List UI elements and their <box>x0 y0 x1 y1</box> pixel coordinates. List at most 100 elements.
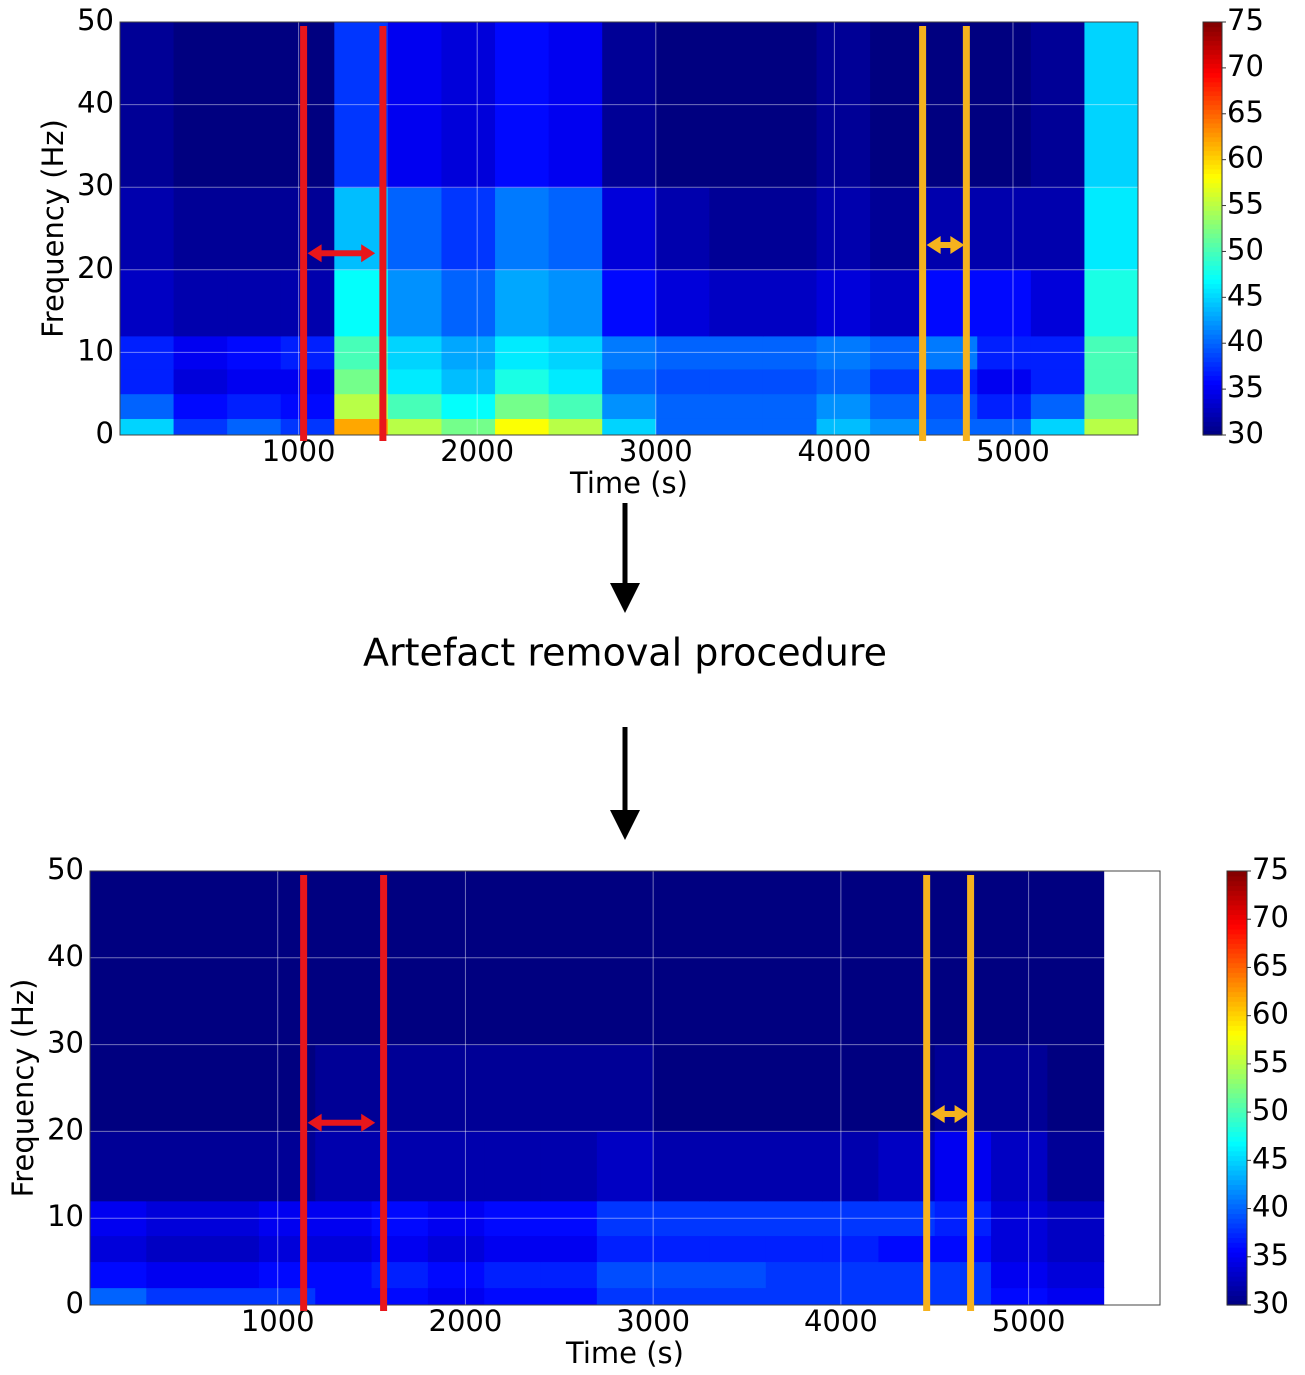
y-tick-label: 0 <box>96 416 114 450</box>
heat-cell <box>1084 393 1139 419</box>
heat-cell <box>709 418 764 436</box>
colorbar-segment <box>1203 31 1222 37</box>
colorbar-segment <box>1227 962 1247 969</box>
colorbar-segment <box>1203 297 1222 303</box>
colorbar-segment <box>1227 1063 1247 1070</box>
heat-cell <box>334 418 389 436</box>
colorbar-segment <box>1203 242 1222 248</box>
y-tick-label: 50 <box>77 3 114 37</box>
heat-cell <box>548 368 603 395</box>
colorbar-segment <box>1203 402 1222 409</box>
y-tick-label: 30 <box>77 168 114 202</box>
colorbar-segment <box>1203 35 1222 41</box>
colorbar-tick-label: 70 <box>1227 49 1264 83</box>
colorbar <box>1203 22 1222 436</box>
heat-cell <box>315 1235 373 1263</box>
colorbar-segment <box>1203 379 1222 386</box>
heat-cell <box>258 1261 316 1289</box>
colorbar-segment <box>1203 375 1222 381</box>
heat-cell <box>280 368 335 395</box>
colorbar-tick-label: 60 <box>1252 997 1289 1031</box>
colorbar-segment <box>1203 95 1222 101</box>
colorbar-segment <box>1227 1290 1247 1296</box>
heat-cell <box>816 187 871 271</box>
heat-cell <box>878 1287 936 1306</box>
heat-cell <box>120 418 175 436</box>
colorbar-tick-label: 35 <box>1252 1238 1289 1272</box>
heat-cell <box>173 187 228 271</box>
colorbar-segment <box>1203 54 1222 60</box>
heat-cell <box>870 269 925 337</box>
heat-cell <box>934 1235 992 1263</box>
y-tick-label: 20 <box>77 251 114 285</box>
colorbar-segment <box>1203 210 1222 216</box>
colorbar-segment <box>1203 315 1222 321</box>
heat-cell <box>596 1235 654 1263</box>
colorbar-segment <box>1227 972 1247 978</box>
colorbar-segment <box>1203 173 1222 179</box>
colorbar-segment <box>1227 1276 1247 1282</box>
colorbar-segment <box>1227 1280 1247 1287</box>
heat-cell <box>548 393 603 419</box>
colorbar-segment <box>1203 292 1222 298</box>
x-axis-label: Time (s) <box>565 1336 684 1370</box>
heat-cell <box>653 1131 710 1202</box>
colorbar-tick-label: 30 <box>1252 1286 1289 1320</box>
heat-cell <box>387 368 442 395</box>
heat-cell <box>387 335 442 370</box>
colorbar-tick-label: 45 <box>1252 1141 1289 1175</box>
heat-cell <box>227 418 282 436</box>
heat-cell <box>653 1261 710 1289</box>
colorbar-segment <box>1203 40 1222 46</box>
colorbar-segment <box>1203 237 1222 243</box>
colorbar-segment <box>1227 1300 1247 1306</box>
heat-cell <box>146 1287 204 1306</box>
heat-cell <box>991 1235 1048 1263</box>
heat-cell <box>146 1044 204 1132</box>
x-tick-label: 2000 <box>440 434 514 468</box>
heat-cell <box>709 335 764 370</box>
colorbar-segment <box>1227 1059 1247 1065</box>
x-tick-label: 1000 <box>262 434 336 468</box>
colorbar-segment <box>1203 425 1222 432</box>
colorbar-segment <box>1203 389 1222 395</box>
colorbar-segment <box>1227 1121 1247 1128</box>
colorbar-tick-label: 40 <box>1227 324 1264 358</box>
heat-cell <box>655 335 710 370</box>
heat-cell <box>90 1235 147 1263</box>
colorbar-segment <box>1227 871 1247 877</box>
heat-cell <box>484 1261 542 1289</box>
heat-cell <box>280 335 335 370</box>
colorbar-segment <box>1203 416 1222 422</box>
heat-cell <box>816 393 871 419</box>
colorbar-segment <box>1227 1169 1247 1176</box>
colorbar-segment <box>1227 1001 1247 1007</box>
heat-cell <box>227 368 282 395</box>
heat-cell <box>387 22 442 188</box>
heat-cell <box>258 1235 316 1263</box>
heat-cell <box>280 187 335 271</box>
plot-frame <box>89 870 1161 1306</box>
heat-cell <box>816 335 871 370</box>
heat-cell <box>762 335 818 370</box>
heat-cell <box>870 418 925 436</box>
heat-cell <box>540 1131 598 1202</box>
colorbar-tick-label: 50 <box>1227 232 1264 266</box>
colorbar-tick-label: 55 <box>1227 187 1264 221</box>
heat-cell <box>202 871 260 1046</box>
colorbar-segment <box>1203 361 1222 367</box>
heat-cell <box>765 1235 823 1263</box>
heat-cell <box>387 187 442 271</box>
colorbar-tick-label: 35 <box>1227 370 1264 404</box>
y-tick-label: 10 <box>77 333 114 367</box>
colorbar-segment <box>1227 1010 1247 1017</box>
colorbar-segment <box>1203 90 1222 97</box>
heat-cell <box>146 1200 204 1237</box>
heat-cell <box>977 418 1032 436</box>
colorbar-segment <box>1227 1227 1247 1234</box>
x-tick-label: 5000 <box>992 1304 1066 1338</box>
heat-cell <box>334 368 389 395</box>
heat-cell <box>548 269 603 337</box>
colorbar-segment <box>1227 895 1247 901</box>
